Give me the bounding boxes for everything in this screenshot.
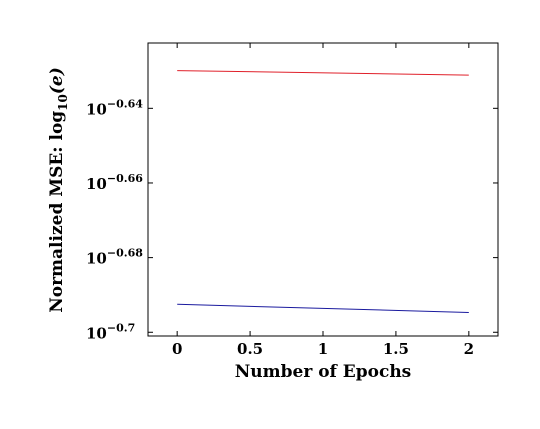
tick-layer: 0 0.5 1 1.5 2 10−0.64 10−0.66 10−0.68 10−0.7 bbox=[86, 43, 498, 358]
series-line-2 bbox=[177, 303, 469, 313]
y-tick-label: 10−0.64 bbox=[86, 97, 143, 118]
x-axis-title: Number of Epochs bbox=[235, 362, 412, 382]
x-tick-label: 1 bbox=[318, 340, 328, 358]
y-axis-title: Normalized MSE: log10(e) bbox=[47, 67, 70, 313]
series-layer bbox=[177, 70, 469, 313]
x-tick-label: 0 bbox=[172, 340, 182, 358]
x-tick-label: 0.5 bbox=[237, 340, 263, 358]
plot-frame bbox=[147, 42, 499, 337]
y-axis-title-subscript: 10 bbox=[56, 94, 70, 111]
y-tick-label: 10−0.68 bbox=[86, 247, 143, 268]
x-tick-label: 1.5 bbox=[383, 340, 409, 358]
y-tick-label: 10−0.7 bbox=[86, 321, 135, 342]
series-line-1 bbox=[177, 70, 469, 76]
y-tick-label: 10−0.66 bbox=[86, 172, 143, 193]
y-axis-title-main: Normalized MSE: log bbox=[47, 111, 67, 313]
y-axis-title-argument: (e) bbox=[47, 67, 67, 94]
x-tick-label: 2 bbox=[464, 340, 474, 358]
